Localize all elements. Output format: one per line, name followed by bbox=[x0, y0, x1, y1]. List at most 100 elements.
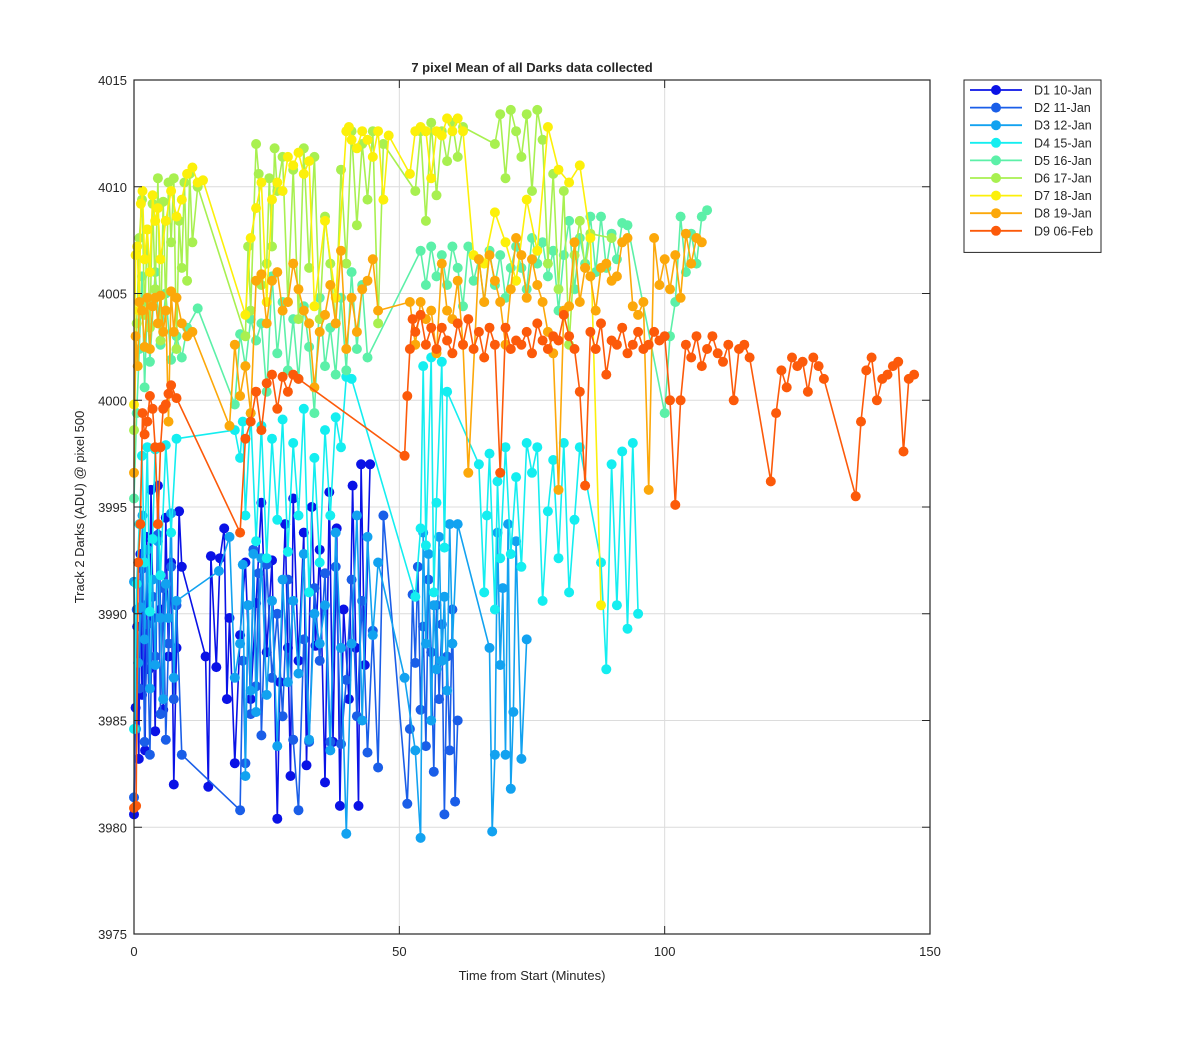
legend-swatch-marker bbox=[991, 120, 1001, 131]
data-point bbox=[298, 527, 309, 538]
data-point bbox=[856, 416, 866, 427]
legend-swatch-marker bbox=[991, 85, 1001, 95]
data-point bbox=[505, 284, 516, 295]
data-point bbox=[489, 139, 500, 149]
y-tick-label: 4000 bbox=[98, 393, 127, 408]
data-point bbox=[357, 715, 368, 726]
data-point bbox=[622, 233, 633, 243]
data-point bbox=[489, 749, 500, 760]
y-tick-label: 4005 bbox=[98, 287, 127, 302]
data-point bbox=[665, 284, 675, 295]
data-point bbox=[334, 800, 345, 811]
data-point bbox=[802, 386, 813, 397]
data-point bbox=[633, 326, 644, 337]
data-point bbox=[452, 113, 463, 124]
data-point bbox=[152, 203, 163, 214]
data-point bbox=[439, 542, 450, 553]
data-point bbox=[240, 331, 251, 342]
data-point bbox=[532, 442, 543, 453]
data-point bbox=[548, 455, 559, 465]
data-point bbox=[436, 130, 447, 141]
data-point bbox=[654, 280, 665, 290]
data-point bbox=[617, 446, 628, 457]
data-point bbox=[330, 527, 341, 538]
data-point bbox=[144, 356, 155, 367]
data-point bbox=[176, 262, 187, 273]
data-point bbox=[622, 348, 633, 359]
data-point bbox=[320, 309, 330, 320]
data-point bbox=[548, 245, 559, 256]
data-point bbox=[351, 220, 362, 231]
data-point bbox=[341, 365, 352, 376]
data-point bbox=[171, 211, 182, 222]
data-point bbox=[418, 361, 429, 372]
data-point bbox=[723, 339, 734, 350]
data-point bbox=[298, 403, 309, 414]
data-point bbox=[431, 344, 442, 354]
data-point bbox=[362, 275, 373, 286]
series-8 bbox=[129, 228, 707, 495]
data-point bbox=[452, 151, 463, 162]
data-point bbox=[436, 655, 447, 666]
data-point bbox=[150, 215, 161, 226]
data-point bbox=[442, 156, 453, 167]
data-point bbox=[771, 408, 782, 419]
data-point bbox=[444, 745, 455, 756]
data-point bbox=[420, 339, 431, 350]
data-point bbox=[267, 433, 277, 444]
data-point bbox=[505, 344, 516, 354]
data-point bbox=[293, 805, 304, 816]
data-point bbox=[553, 164, 564, 175]
data-point bbox=[649, 326, 660, 337]
data-point bbox=[144, 391, 155, 401]
data-point bbox=[309, 382, 320, 393]
data-point bbox=[420, 540, 431, 551]
data-point bbox=[245, 685, 256, 696]
data-point bbox=[468, 275, 479, 286]
data-point bbox=[304, 341, 315, 352]
data-point bbox=[564, 587, 575, 598]
data-point bbox=[521, 634, 532, 645]
data-point bbox=[627, 438, 638, 448]
data-point bbox=[134, 233, 145, 243]
data-point bbox=[240, 771, 251, 781]
data-point bbox=[272, 813, 283, 824]
data-point bbox=[590, 305, 601, 316]
data-point bbox=[511, 536, 522, 547]
data-point bbox=[155, 613, 166, 623]
series-line bbox=[133, 512, 528, 839]
data-point bbox=[643, 484, 654, 495]
data-point bbox=[144, 322, 155, 333]
data-point bbox=[147, 534, 158, 544]
data-point bbox=[776, 365, 787, 376]
data-point bbox=[553, 484, 564, 495]
data-point bbox=[850, 491, 861, 502]
data-point bbox=[155, 335, 166, 346]
data-point bbox=[356, 459, 367, 470]
data-point bbox=[495, 250, 506, 261]
data-point bbox=[288, 595, 299, 606]
data-point bbox=[251, 335, 262, 346]
data-point bbox=[309, 452, 320, 463]
data-point bbox=[235, 452, 246, 463]
data-point bbox=[261, 318, 272, 329]
data-point bbox=[787, 352, 797, 363]
data-point bbox=[659, 254, 670, 265]
data-point bbox=[272, 267, 283, 278]
data-point bbox=[277, 186, 288, 196]
data-point bbox=[293, 147, 304, 158]
data-point bbox=[152, 519, 163, 530]
data-point bbox=[611, 339, 622, 350]
y-axis-label: Track 2 Darks (ADU) @ pixel 500 bbox=[72, 411, 87, 604]
data-point bbox=[564, 215, 575, 226]
data-point bbox=[256, 269, 267, 280]
data-point bbox=[330, 318, 341, 329]
data-point bbox=[399, 672, 410, 683]
legend-swatch-marker bbox=[991, 190, 1001, 201]
data-point bbox=[277, 305, 288, 316]
data-point bbox=[670, 250, 681, 261]
series-9 bbox=[129, 309, 920, 813]
data-point bbox=[601, 258, 612, 269]
data-point bbox=[407, 314, 418, 325]
data-point bbox=[813, 361, 824, 372]
